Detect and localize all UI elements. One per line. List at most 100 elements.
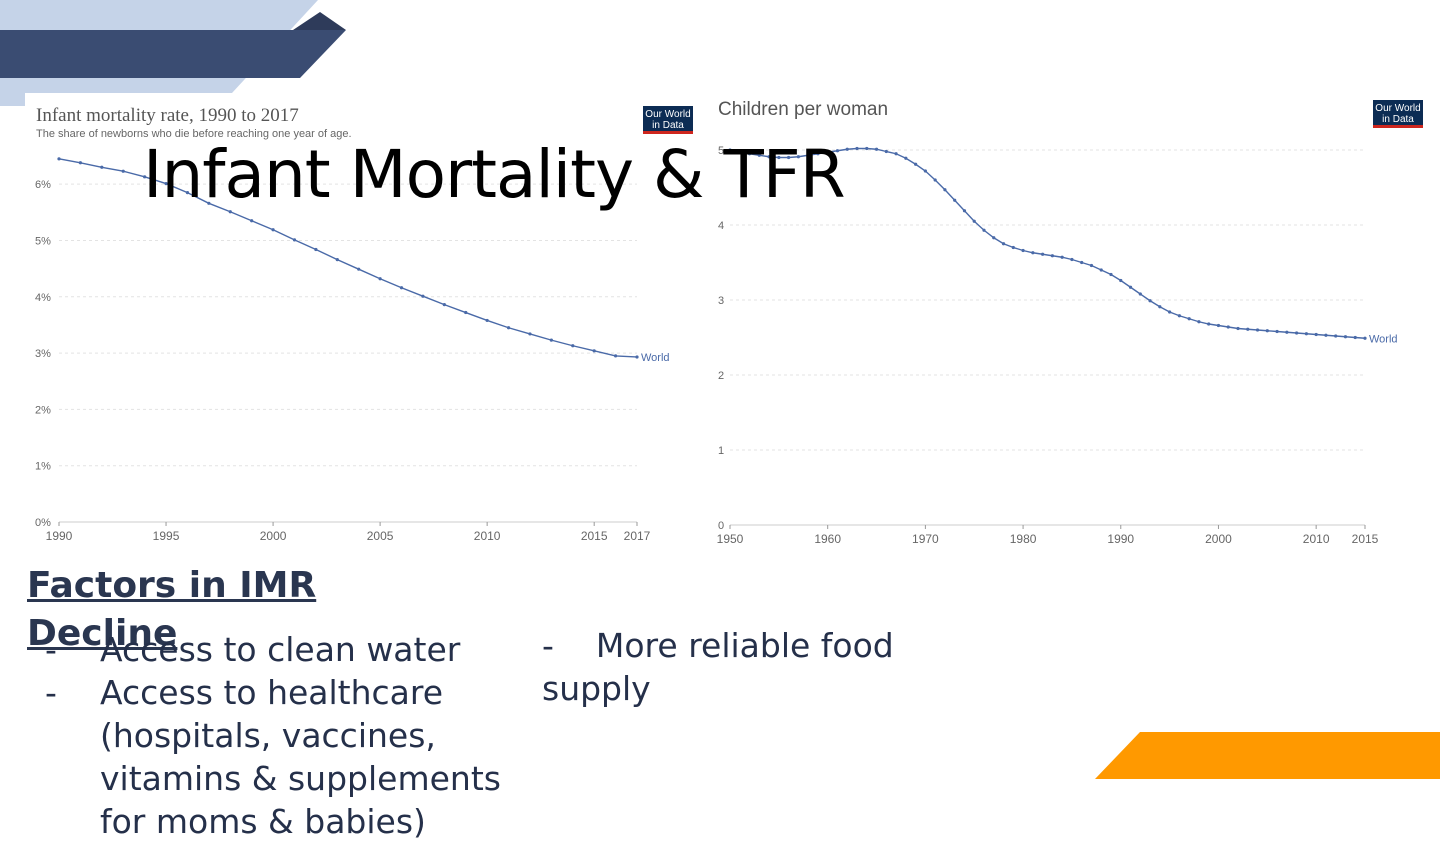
data-point bbox=[1236, 326, 1240, 331]
footer-decoration bbox=[1095, 732, 1440, 779]
data-point bbox=[1353, 335, 1357, 340]
right-bullet-dash: - bbox=[542, 626, 554, 665]
data-point bbox=[1109, 272, 1113, 277]
y-tick-label: 2 bbox=[718, 370, 724, 382]
data-point bbox=[399, 286, 404, 290]
data-point bbox=[1197, 320, 1201, 324]
data-point bbox=[1050, 254, 1054, 258]
factors-list: - Access to clean water - Access to heal… bbox=[45, 628, 545, 843]
data-point bbox=[378, 277, 382, 281]
owid-logo-right: Our World in Data bbox=[1373, 100, 1423, 128]
data-point bbox=[528, 332, 532, 336]
data-point bbox=[1285, 330, 1289, 334]
data-point bbox=[1011, 245, 1015, 250]
data-point bbox=[100, 165, 104, 169]
x-tick-label: 1990 bbox=[1107, 532, 1134, 546]
x-tick-label: 1990 bbox=[46, 529, 73, 543]
bullet-dash: - bbox=[45, 673, 57, 712]
data-point bbox=[943, 188, 947, 192]
data-point bbox=[1138, 292, 1142, 296]
data-point bbox=[1295, 331, 1299, 335]
data-point bbox=[1304, 332, 1308, 336]
data-point bbox=[271, 228, 275, 232]
data-point bbox=[1226, 325, 1230, 329]
data-point bbox=[777, 155, 781, 160]
y-tick-label: 1% bbox=[35, 461, 51, 473]
data-point bbox=[953, 198, 957, 202]
x-tick-label: 2017 bbox=[624, 529, 651, 543]
data-point bbox=[635, 355, 639, 359]
tfr-chart-title: Children per woman bbox=[718, 99, 889, 120]
data-point bbox=[1255, 328, 1260, 332]
series-line bbox=[729, 147, 1366, 339]
data-point bbox=[728, 148, 732, 152]
data-point bbox=[464, 310, 468, 315]
y-tick-label: 0% bbox=[35, 517, 51, 529]
dark-navy-tip bbox=[293, 12, 346, 30]
data-point bbox=[1207, 322, 1211, 326]
data-point bbox=[855, 146, 859, 151]
data-point bbox=[1099, 268, 1103, 272]
factors-heading: Factors in IMR Decline bbox=[27, 565, 317, 654]
data-point bbox=[992, 236, 996, 240]
data-point bbox=[207, 201, 211, 205]
data-point bbox=[1246, 327, 1250, 331]
data-point bbox=[1089, 263, 1094, 268]
imr-chart-title: Infant mortality rate, 1990 to 2017 bbox=[36, 105, 299, 126]
data-point bbox=[314, 247, 318, 252]
owid-logo-left: Our World in Data bbox=[643, 106, 693, 134]
y-tick-label: 3 bbox=[718, 295, 724, 307]
data-point bbox=[1324, 333, 1328, 337]
x-tick-label: 1960 bbox=[814, 532, 841, 546]
data-point bbox=[826, 150, 830, 154]
imr-chart-subtitle: The share of newborns who die before rea… bbox=[36, 128, 352, 140]
data-point bbox=[874, 147, 879, 151]
data-point bbox=[1334, 334, 1338, 338]
data-point bbox=[57, 157, 61, 161]
bullet-text: Access to healthcare (hospitals, vaccine… bbox=[100, 673, 501, 841]
x-tick-label: 2000 bbox=[260, 529, 287, 543]
data-point bbox=[1119, 278, 1123, 283]
data-point bbox=[549, 338, 553, 342]
right-bullet-text: More reliable food supply bbox=[542, 626, 905, 708]
x-tick-label: 2015 bbox=[1352, 532, 1379, 546]
data-point bbox=[1216, 323, 1221, 328]
data-point bbox=[845, 147, 849, 151]
owid-logo-line1: Our World bbox=[1375, 103, 1421, 114]
data-point bbox=[228, 210, 232, 214]
data-point bbox=[747, 152, 752, 156]
data-point bbox=[923, 169, 927, 173]
list-item: - Access to clean water bbox=[45, 628, 545, 671]
data-point bbox=[1177, 314, 1181, 318]
data-point bbox=[933, 178, 937, 182]
data-point bbox=[1021, 248, 1025, 253]
data-point bbox=[1158, 305, 1162, 309]
data-point bbox=[767, 155, 771, 159]
y-tick-label: 5% bbox=[35, 235, 51, 247]
data-point bbox=[143, 175, 147, 179]
list-item: - Access to healthcare (hospitals, vacci… bbox=[45, 671, 545, 843]
data-point bbox=[738, 149, 742, 154]
owid-logo-line2: in Data bbox=[652, 120, 684, 131]
data-point bbox=[1128, 285, 1133, 289]
x-tick-label: 2005 bbox=[367, 529, 394, 543]
data-point bbox=[1080, 260, 1084, 265]
data-point bbox=[1363, 336, 1367, 340]
x-tick-label: 1950 bbox=[717, 532, 744, 546]
bullet-text: Access to clean water bbox=[100, 630, 461, 669]
x-tick-label: 2010 bbox=[1303, 532, 1330, 546]
data-point bbox=[894, 152, 898, 156]
right-bullet: - More reliable food supply bbox=[542, 624, 942, 710]
data-point bbox=[78, 161, 83, 165]
data-point bbox=[904, 156, 908, 160]
owid-logo-line1: Our World bbox=[645, 109, 691, 120]
x-tick-label: 2000 bbox=[1205, 532, 1232, 546]
data-point bbox=[865, 146, 869, 151]
series-line bbox=[58, 158, 638, 358]
data-point bbox=[613, 354, 618, 358]
slide-title: Infant Mortality & TFR bbox=[143, 136, 846, 213]
y-tick-label: 1 bbox=[718, 445, 724, 457]
data-point bbox=[506, 326, 511, 330]
data-point bbox=[421, 294, 425, 298]
bullet-dash: - bbox=[45, 630, 57, 669]
